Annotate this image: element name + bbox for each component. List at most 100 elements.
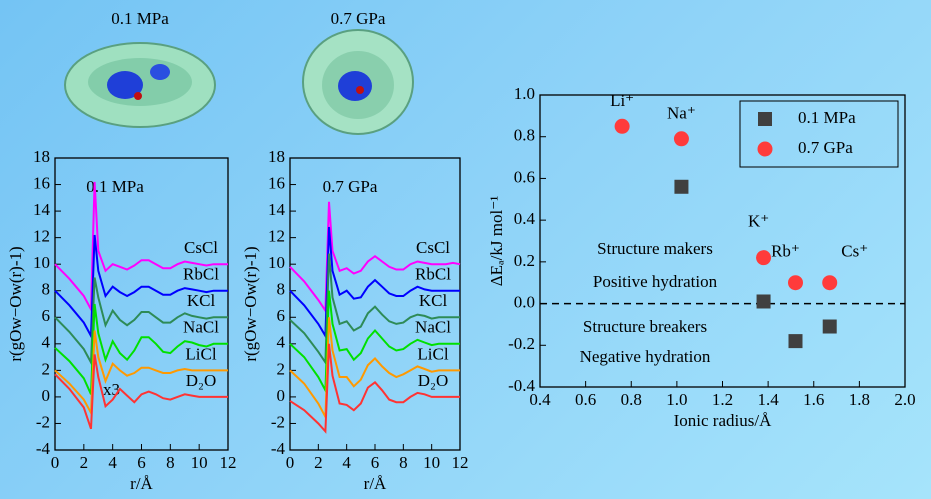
series-label: D₂O	[186, 371, 216, 390]
series-label: KCl	[187, 291, 216, 310]
text-block: Positive hydration	[593, 272, 718, 291]
y-tick-label: 0	[42, 386, 51, 405]
series-line	[54, 303, 228, 395]
y-tick-label: -0.4	[508, 376, 535, 395]
text-block: Structure makers	[597, 239, 713, 258]
series-label: CsCl	[184, 238, 218, 257]
y-tick-label: 16	[268, 173, 285, 192]
series-line	[289, 343, 460, 434]
y-tick-label: -2	[36, 412, 50, 431]
y-tick-label: 14	[33, 200, 51, 219]
series-line	[54, 277, 228, 367]
y-tick-label: 8	[277, 280, 286, 299]
marker	[756, 294, 771, 309]
y-tick-label: 2	[277, 359, 286, 378]
y-tick-label: 10	[33, 253, 50, 272]
y-tick-label: 14	[268, 200, 286, 219]
point-label: Cs⁺	[841, 242, 868, 261]
y-tick-label: 4	[277, 333, 286, 352]
hydration-shell-image	[64, 42, 216, 128]
inset-label: 0.1 MPa	[86, 177, 144, 196]
chart-title: 0.7 GPa	[331, 9, 386, 28]
x-tick-label: 1.8	[849, 390, 870, 409]
legend-label: 0.1 MPa	[798, 108, 856, 127]
series-line	[54, 354, 228, 430]
x-tick-label: 10	[423, 453, 440, 472]
x-tick-label: 12	[220, 453, 237, 472]
y-tick-label: 2	[42, 359, 51, 378]
y-tick-label: 6	[42, 306, 51, 325]
series-label: RbCl	[183, 265, 219, 284]
x-tick-label: 6	[137, 453, 146, 472]
marker	[822, 275, 838, 291]
marker	[756, 250, 772, 266]
x-tick-label: 1.2	[712, 390, 733, 409]
y-tick-label: 8	[42, 280, 51, 299]
y-axis-label: ΔEₐ/kJ mol⁻¹	[487, 196, 506, 287]
y-tick-label: -4	[36, 439, 51, 458]
legend-marker	[758, 112, 772, 126]
y-tick-label: 0	[277, 386, 286, 405]
series-label: RbCl	[415, 265, 451, 284]
y-tick-label: 0.0	[514, 292, 535, 311]
series-line	[289, 317, 460, 421]
series-label: NaCl	[183, 318, 219, 337]
series-line	[289, 226, 460, 340]
hydration-shell-image	[302, 29, 414, 135]
x-tick-label: 8	[166, 453, 175, 472]
x-axis-label: r/Å	[364, 474, 387, 493]
x-axis-label: r/Å	[130, 474, 153, 493]
x-tick-label: 2	[80, 453, 89, 472]
y-tick-label: -4	[271, 439, 286, 458]
x-tick-label: 4	[108, 453, 117, 472]
x-tick-label: 12	[452, 453, 469, 472]
y-tick-label: 12	[33, 227, 50, 246]
inset-label: 0.7 GPa	[323, 177, 378, 196]
point-label: Li⁺	[610, 91, 634, 110]
y-tick-label: 18	[33, 147, 50, 166]
marker	[788, 275, 803, 291]
series-line	[289, 290, 460, 395]
y-tick-label: 6	[277, 306, 286, 325]
series-label: KCl	[419, 291, 448, 310]
series-line	[54, 234, 228, 340]
marker	[674, 179, 689, 194]
x-axis-label: Ionic radius/Å	[674, 411, 772, 430]
x-tick-label: 0	[286, 453, 295, 472]
y-axis-label: r(gOw−Ow(r)-1)	[6, 246, 25, 361]
x-tick-label: 0.6	[575, 390, 596, 409]
x-tick-label: 10	[191, 453, 208, 472]
series-label: NaCl	[415, 318, 451, 337]
y-tick-label: 0.2	[514, 251, 535, 270]
y-tick-label: -0.2	[508, 334, 535, 353]
x-tick-label: 0.8	[621, 390, 642, 409]
series-label: LiCl	[185, 344, 216, 363]
marker	[788, 334, 803, 349]
y-tick-label: 4	[42, 333, 51, 352]
x-tick-label: 4	[342, 453, 351, 472]
y-tick-label: -2	[271, 412, 285, 431]
x-tick-label: 0.4	[529, 390, 551, 409]
series-label: CsCl	[416, 238, 450, 257]
x-tick-label: 8	[399, 453, 408, 472]
point-label: K⁺	[748, 212, 769, 231]
series-line	[289, 201, 461, 314]
legend-marker	[757, 141, 773, 157]
y-tick-label: 18	[268, 147, 285, 166]
point-label: Na⁺	[667, 104, 696, 123]
series-line	[54, 330, 228, 417]
x-tick-label: 1.0	[666, 390, 687, 409]
series-label: LiCl	[417, 344, 448, 363]
y-tick-label: 1.0	[514, 84, 535, 103]
x-tick-label: 1.4	[758, 390, 780, 409]
y-tick-label: 10	[268, 253, 285, 272]
chart-title: 0.1 MPa	[111, 9, 169, 28]
y-tick-label: 16	[33, 173, 50, 192]
marker	[673, 131, 689, 147]
series-line	[289, 253, 460, 366]
legend-box	[739, 100, 899, 168]
x-tick-label: 2	[314, 453, 323, 472]
x-tick-label: 2.0	[894, 390, 915, 409]
marker	[822, 319, 837, 334]
